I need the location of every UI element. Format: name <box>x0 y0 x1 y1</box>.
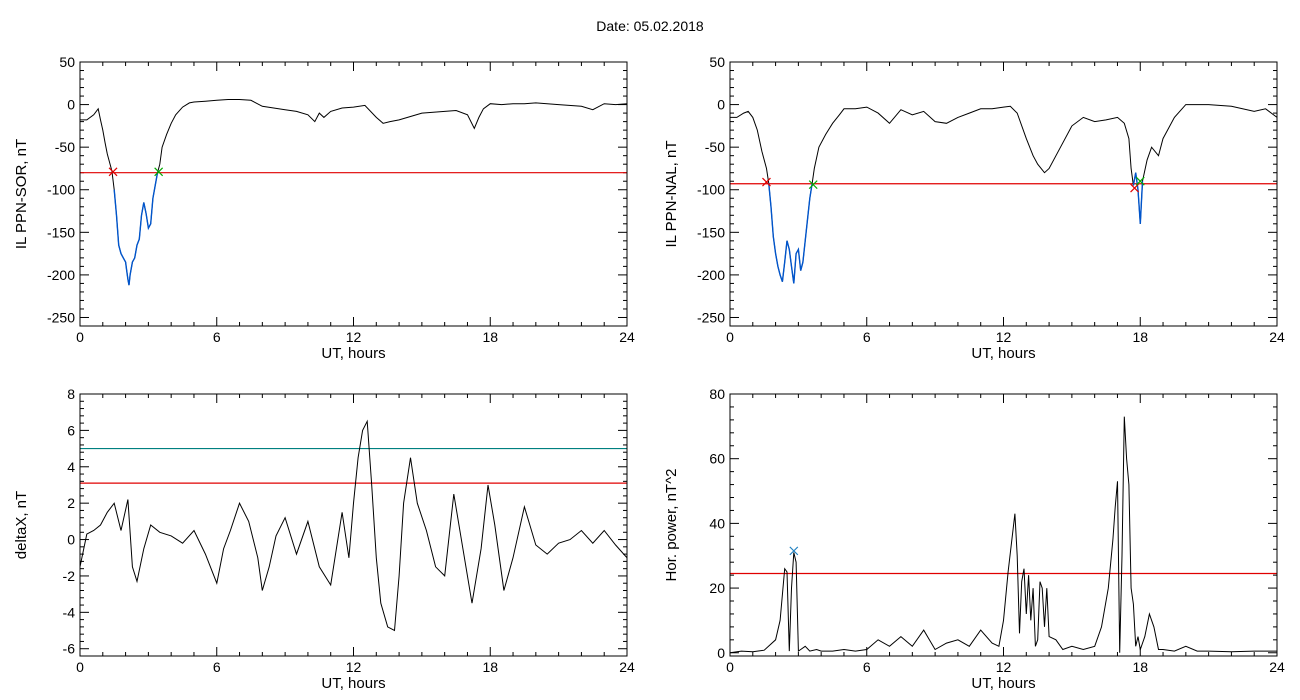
data-line <box>730 104 1277 284</box>
x-tick-label: 12 <box>346 329 362 345</box>
x-tick-label: 0 <box>76 659 84 675</box>
plot-frame <box>729 61 1278 327</box>
chart-hor-power: 0 6 12 18 24 0 20 40 60 80 UT, hours Hor. power, nT… <box>663 386 1285 692</box>
event-segment-line <box>113 172 159 286</box>
y-tick-label: 8 <box>67 386 75 402</box>
x-tick-label: 0 <box>726 329 734 345</box>
y-tick-label: -2 <box>63 568 76 584</box>
y-tick-label: 4 <box>67 459 75 475</box>
start-marker <box>108 167 118 177</box>
page-title: Date: 05.02.2018 <box>596 18 704 34</box>
x-tick-label: 24 <box>1269 329 1285 345</box>
x-tick-label: 0 <box>726 659 734 675</box>
x-tick-label: 12 <box>346 659 362 675</box>
y-tick-label: -50 <box>55 139 75 155</box>
y-tick-label: 0 <box>67 532 75 548</box>
x-tick-label: 24 <box>1269 659 1285 675</box>
event-segment-line <box>768 182 813 284</box>
marker-stroke <box>808 180 818 190</box>
y-tick-label: -250 <box>697 309 725 325</box>
x-axis-label: UT, hours <box>321 675 385 692</box>
y-tick-label: 80 <box>709 386 725 402</box>
start-marker <box>1130 183 1139 193</box>
marker-stroke <box>1135 176 1145 186</box>
y-tick-label: -4 <box>63 604 76 620</box>
x-tick-label: 18 <box>482 659 498 675</box>
end-marker <box>154 167 164 177</box>
start-marker <box>762 177 771 187</box>
marker-stroke <box>762 177 771 187</box>
x-axis-label: UT, hours <box>971 345 1035 362</box>
data-line <box>730 416 1277 654</box>
x-tick-label: 6 <box>863 329 871 345</box>
peak-marker <box>789 546 799 556</box>
y-tick-label: -100 <box>47 182 75 198</box>
x-tick-label: 6 <box>213 659 221 675</box>
marker-stroke <box>108 167 118 177</box>
y-axis-label: deltaX, nT <box>13 491 30 559</box>
y-tick-label: 0 <box>717 97 725 113</box>
end-marker <box>1135 176 1145 186</box>
end-marker <box>808 180 818 190</box>
x-tick-label: 0 <box>76 329 84 345</box>
y-tick-label: 50 <box>709 54 725 70</box>
x-tick-label: 12 <box>996 659 1012 675</box>
chart-il-ppn-sor: 0 6 12 18 24 -250 -200 -150 -100 -50 0 50 UT, hours I… <box>13 54 635 362</box>
data-line <box>80 419 627 632</box>
y-tick-label: 50 <box>59 54 75 70</box>
y-tick-label: -150 <box>47 224 75 240</box>
x-tick-label: 24 <box>619 659 635 675</box>
y-tick-label: 0 <box>717 645 725 661</box>
y-tick-label: 40 <box>709 515 725 531</box>
y-axis-label: Hor. power, nT^2 <box>663 469 680 582</box>
y-axis-label: IL PPN-NAL, nT <box>663 141 680 248</box>
x-tick-label: 18 <box>1132 659 1148 675</box>
y-tick-label: -200 <box>697 267 725 283</box>
x-tick-label: 6 <box>213 329 221 345</box>
event-segment-line <box>1132 172 1144 224</box>
y-tick-label: -6 <box>63 641 76 657</box>
y-tick-label: 6 <box>67 422 75 438</box>
x-tick-label: 24 <box>619 329 635 345</box>
y-axis-label: IL PPN-SOR, nT <box>13 139 30 249</box>
y-tick-label: -200 <box>47 267 75 283</box>
chart-il-ppn-nal: 0 6 12 18 24 -250 -200 -150 -100 -50 0 50 UT, hours I… <box>663 54 1285 362</box>
y-tick-label: 60 <box>709 451 725 467</box>
y-tick-label: 20 <box>709 580 725 596</box>
x-axis-label: UT, hours <box>971 675 1035 692</box>
y-tick-label: -150 <box>697 224 725 240</box>
data-line <box>80 99 627 286</box>
y-tick-label: -100 <box>697 182 725 198</box>
plot-frame <box>79 393 628 657</box>
x-tick-label: 12 <box>996 329 1012 345</box>
marker-stroke <box>789 546 799 556</box>
marker-stroke <box>1130 183 1139 193</box>
x-axis-label: UT, hours <box>321 345 385 362</box>
plot-frame <box>79 61 628 327</box>
y-tick-label: -250 <box>47 309 75 325</box>
y-tick-label: 2 <box>67 495 75 511</box>
marker-stroke <box>154 167 164 177</box>
x-tick-label: 6 <box>863 659 871 675</box>
x-tick-label: 18 <box>1132 329 1148 345</box>
plot-frame <box>729 393 1278 657</box>
y-tick-label: -50 <box>705 139 725 155</box>
x-tick-label: 18 <box>482 329 498 345</box>
y-tick-label: 0 <box>67 97 75 113</box>
